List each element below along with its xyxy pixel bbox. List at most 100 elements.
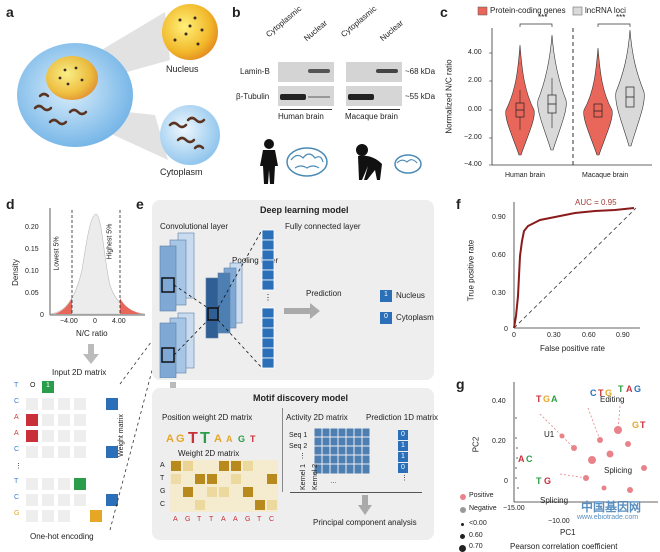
matrix-row-label: C: [14, 446, 20, 453]
row-lamin: Lamin-B: [240, 67, 270, 76]
pred-cell: 1: [398, 452, 408, 462]
violin-macaque-lnc: [615, 29, 645, 147]
g-ytick-0: 0.40: [492, 398, 506, 405]
blot-macaque-lamin: [346, 62, 402, 82]
svg-text:G: G: [238, 434, 245, 444]
motif-logo: A G T T A A G T: [166, 430, 256, 446]
prediction-label: Prediction: [306, 289, 342, 298]
f-xtick-3: 0.90: [616, 332, 630, 339]
pred-cell: 0: [398, 430, 408, 440]
legend-positive: Positive: [469, 492, 494, 499]
weight-row-label: G: [160, 488, 166, 495]
panel-label-a: a: [6, 4, 14, 20]
d-xtick-2: 4.00: [112, 318, 126, 325]
pred-cell: 0: [398, 463, 408, 473]
d-ytick-3: 0.05: [25, 290, 39, 297]
row-tubulin: β-Tubulin: [236, 92, 270, 101]
f-ylabel: True positive rate: [466, 239, 476, 302]
size-legend-0: <0.00: [469, 520, 487, 527]
watermark-url: www.ebiotrade.com: [577, 514, 639, 521]
density-plot: [49, 208, 146, 316]
svg-text:A: A: [551, 394, 558, 404]
d-xtick-0: −4.00: [60, 318, 78, 325]
size-legend-2: 0.70: [469, 543, 483, 550]
matrix-title: Input 2D matrix: [52, 368, 107, 377]
g-xtick-1: −10.00: [548, 518, 570, 525]
matrix-row-label: A: [14, 414, 19, 421]
weight-seq: A: [233, 516, 238, 523]
weight-seq: A: [173, 516, 178, 523]
c-ytick-2: 0.00: [468, 106, 482, 113]
legend-negative: Negative: [469, 505, 497, 512]
nucleus-zoom: [162, 4, 218, 60]
f-ytick-2: 0.30: [492, 290, 506, 297]
weight-matrix: A T G C A G T T A A G T C: [160, 460, 280, 536]
svg-text:T: T: [536, 476, 542, 486]
svg-text:T: T: [188, 430, 198, 446]
legend-lnc: lncRNA loci: [585, 6, 626, 15]
down-arrow-icon-3: [358, 495, 372, 515]
svg-text:G: G: [605, 388, 612, 398]
macaque-brain-icon: [356, 144, 422, 180]
svg-text:A: A: [518, 454, 525, 464]
blot-human-tubulin: [278, 86, 334, 106]
svg-text:G: G: [543, 394, 550, 404]
matrix-top-o: O: [30, 382, 36, 389]
onehot-footer: One-hot encoding: [30, 532, 94, 541]
weight-seq: G: [185, 516, 191, 523]
seq1-label: Seq 1: [289, 432, 308, 439]
out-cytoplasm-label: Cytoplasm: [396, 313, 434, 322]
down-arrow-icon: [83, 344, 99, 364]
c-group-macaque: Macaque brain: [582, 172, 629, 179]
weight-seq: T: [209, 516, 214, 523]
svg-text:T: T: [200, 430, 210, 446]
g-xtick-0: −15.00: [503, 505, 525, 512]
panel-label-g: g: [456, 376, 465, 392]
watermark-cn: 中国基因网: [581, 500, 642, 514]
g-label-u1: U1: [544, 430, 555, 439]
svg-text:A: A: [226, 434, 233, 444]
matrix-row-label: G: [14, 510, 20, 517]
activity-matrix: [314, 428, 371, 475]
f-ytick-0: 0.90: [492, 214, 506, 221]
c-ytick-3: −2.00: [464, 134, 482, 141]
activity-label: Activity 2D matrix: [286, 413, 348, 422]
weight-seq: T: [197, 516, 202, 523]
out-nucleus-box: [380, 290, 392, 302]
svg-text:⋮: ⋮: [264, 293, 272, 302]
f-xtick-2: 0.60: [582, 332, 596, 339]
svg-text:A: A: [166, 433, 174, 445]
panel-label-b: b: [232, 4, 241, 20]
violin-human-lnc: [537, 34, 567, 151]
onehot-matrix: T C A A C ⋮ T C G O 1: [14, 380, 124, 530]
c-ytick-4: −4.00: [464, 161, 482, 168]
panel-label-f: f: [456, 196, 461, 212]
weight-seq: G: [245, 516, 251, 523]
weight-title: Weight 2D matrix: [178, 449, 240, 458]
c-group-human: Human brain: [505, 172, 546, 179]
c-ytick-0: 4.00: [468, 49, 482, 56]
pwm-label: Position weight 2D matrix: [162, 413, 253, 422]
weight-row-label: T: [160, 475, 165, 482]
dl-title: Deep learning model: [260, 205, 349, 215]
seq-more: ⋮: [299, 453, 306, 460]
human-brain-icon: [260, 139, 328, 184]
pred1d-label: Prediction 1D matrix: [366, 413, 439, 422]
g-label-splicing-1: Splicing: [604, 466, 633, 475]
pca-label: Principal component analysis: [313, 518, 417, 527]
pred-more: ⋮: [401, 475, 408, 482]
matrix-row-label: ⋮: [15, 463, 22, 470]
panel-label-e: e: [136, 196, 144, 212]
legend-negative-dot: [460, 507, 466, 513]
panel-label-c: c: [440, 4, 448, 20]
svg-text:T: T: [536, 394, 542, 404]
out-cytoplasm-box: [380, 312, 392, 324]
f-xlabel: False positive rate: [540, 344, 605, 353]
group-macaque: Macaque brain: [345, 112, 398, 121]
roc-chart: [513, 202, 640, 329]
size-legend-1: 0.60: [469, 532, 483, 539]
g-label-splicing-2: Splicing: [540, 496, 569, 505]
onehot-one: [42, 381, 54, 393]
svg-text:G: G: [634, 384, 641, 394]
